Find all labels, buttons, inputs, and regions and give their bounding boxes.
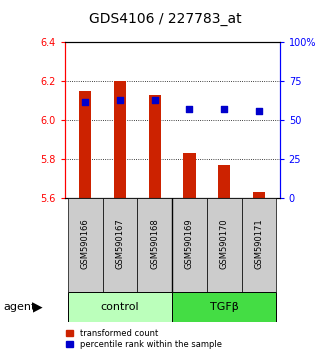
Bar — [207, 198, 242, 292]
Text: TGFβ: TGFβ — [210, 302, 239, 312]
Point — [83, 99, 88, 104]
Bar — [103, 198, 137, 292]
Bar — [149, 95, 161, 198]
Bar — [172, 292, 276, 322]
Point — [187, 107, 192, 112]
Text: agent: agent — [3, 302, 36, 312]
Text: control: control — [101, 302, 139, 312]
Bar — [183, 154, 196, 198]
Bar — [68, 198, 103, 292]
Bar — [253, 193, 265, 198]
Bar — [172, 198, 207, 292]
Text: ▶: ▶ — [33, 301, 43, 314]
Text: GDS4106 / 227783_at: GDS4106 / 227783_at — [89, 12, 242, 27]
Bar — [79, 91, 91, 198]
Point — [118, 97, 123, 103]
Bar — [137, 198, 172, 292]
Text: GSM590168: GSM590168 — [150, 218, 159, 269]
Bar — [218, 165, 230, 198]
Text: GSM590171: GSM590171 — [255, 218, 263, 269]
Text: GSM590170: GSM590170 — [220, 218, 229, 269]
Bar — [242, 198, 276, 292]
Text: GSM590167: GSM590167 — [116, 218, 124, 269]
Bar — [114, 81, 126, 198]
Text: GSM590169: GSM590169 — [185, 218, 194, 269]
Text: GSM590166: GSM590166 — [81, 218, 90, 269]
Point — [152, 97, 158, 103]
Point — [221, 107, 227, 112]
Bar — [68, 292, 172, 322]
Point — [256, 108, 261, 114]
Legend: transformed count, percentile rank within the sample: transformed count, percentile rank withi… — [66, 328, 222, 350]
